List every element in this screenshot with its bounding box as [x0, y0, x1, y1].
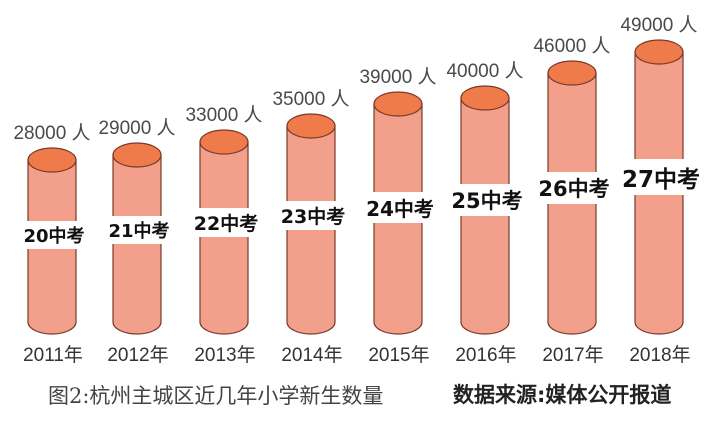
- value-label: 46000 人: [533, 36, 611, 57]
- year-label: 2016年: [455, 345, 517, 366]
- cylinder-bar: [199, 129, 249, 335]
- value-label: 28000 人: [13, 123, 91, 144]
- value-label: 35000 人: [272, 89, 350, 110]
- year-label: 2013年: [194, 345, 256, 366]
- cylinder-bar: [547, 60, 597, 335]
- exam-year-label: 21中考: [105, 216, 173, 244]
- data-source: 数据来源:媒体公开报道: [453, 383, 672, 407]
- year-label: 2018年: [629, 345, 691, 366]
- exam-year-label: 20中考: [20, 221, 88, 249]
- cylinder-bar: [112, 142, 162, 335]
- exam-year-label: 24中考: [363, 192, 437, 223]
- value-label: 33000 人: [185, 105, 263, 126]
- exam-year-label: 25中考: [448, 183, 526, 216]
- value-label: 29000 人: [98, 118, 176, 139]
- year-label: 2011年: [23, 345, 83, 366]
- cylinder-bar: [286, 113, 336, 335]
- year-label: 2012年: [107, 345, 169, 366]
- value-label: 39000 人: [359, 67, 437, 88]
- cylinder-bar: [460, 85, 510, 335]
- year-label: 2017年: [542, 345, 604, 366]
- year-label: 2015年: [368, 345, 430, 366]
- exam-year-label: 27中考: [618, 158, 704, 195]
- exam-year-label: 22中考: [190, 207, 262, 237]
- exam-year-label: 23中考: [277, 200, 349, 230]
- exam-year-label: 26中考: [535, 171, 613, 204]
- value-label: 49000 人: [620, 15, 698, 36]
- year-label: 2014年: [281, 345, 343, 366]
- chart-caption: 图2:杭州主城区近几年小学新生数量: [48, 384, 384, 408]
- value-label: 40000 人: [446, 61, 524, 82]
